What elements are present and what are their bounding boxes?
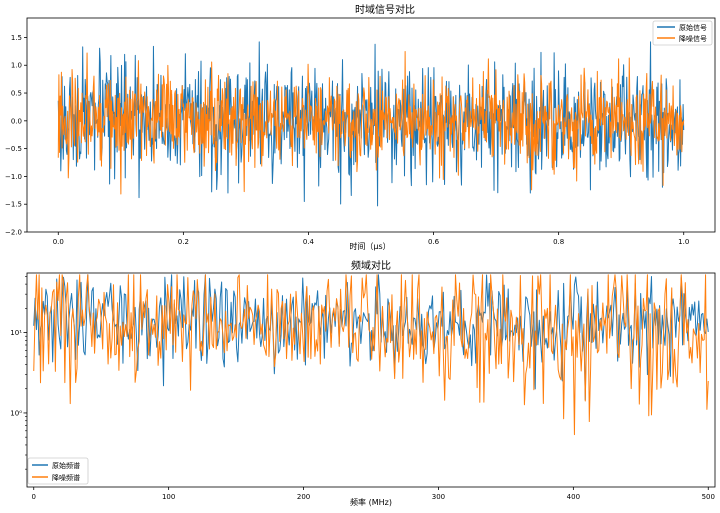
freq-x-tick-label: 500 bbox=[702, 493, 715, 501]
time-domain-chart: 时域信号对比 0.0 0.2 0.4 0.6 0.8 1.0 −2.0 −1.5 −1.0 −0.… bbox=[5, 3, 716, 251]
time-x-axis-label: 时间（μs） bbox=[349, 241, 390, 251]
freq-x-tick-label: 200 bbox=[297, 493, 310, 501]
freq-x-tick-label: 300 bbox=[432, 493, 445, 501]
time-x-tick-label: 0.8 bbox=[553, 238, 564, 246]
time-x-tick-label: 1.0 bbox=[678, 238, 689, 246]
time-y-tick-label: 1.0 bbox=[11, 62, 22, 70]
freq-y-tick-label: 10¹ bbox=[10, 329, 22, 337]
time-chart-title: 时域信号对比 bbox=[355, 3, 415, 16]
freq-y-tick-label: 10⁰ bbox=[10, 409, 22, 417]
time-plot-frame bbox=[26, 17, 716, 233]
time-series-denoised bbox=[57, 51, 685, 195]
time-axis-ticks: 0.0 0.2 0.4 0.6 0.8 1.0 −2.0 −1.5 −1.0 −0.5 0.0 0.5… bbox=[5, 34, 689, 246]
freq-series-denoised bbox=[33, 274, 709, 436]
time-x-tick-label: 0.2 bbox=[178, 238, 189, 246]
freq-legend-label-original: 原始频谱 bbox=[52, 461, 80, 470]
freq-x-axis-label: 频率 (MHz) bbox=[350, 497, 392, 507]
time-y-tick-label: 0.5 bbox=[11, 90, 22, 98]
time-y-tick-label: −1.0 bbox=[5, 173, 22, 181]
freq-x-tick-label: 0 bbox=[32, 493, 36, 501]
time-x-tick-label: 0.4 bbox=[303, 238, 315, 246]
freq-series-lines bbox=[33, 274, 709, 436]
time-y-tick-label: −1.5 bbox=[5, 201, 22, 209]
time-legend-label-denoised: 降噪信号 bbox=[679, 34, 707, 43]
freq-plot-frame bbox=[26, 272, 716, 488]
time-x-tick-label: 0.6 bbox=[428, 238, 440, 246]
freq-legend: 原始频谱 降噪频谱 bbox=[27, 457, 89, 485]
time-y-tick-label: 1.5 bbox=[11, 34, 22, 42]
time-y-tick-label: 0.0 bbox=[11, 117, 22, 125]
time-series-lines bbox=[57, 41, 685, 207]
freq-x-tick-label: 100 bbox=[162, 493, 175, 501]
frequency-domain-chart: 频域对比 0 100 200 300 400 500 10⁰ 10¹ 频率 (MHz) 原始频… bbox=[10, 259, 716, 507]
time-x-tick-label: 0.0 bbox=[53, 238, 64, 246]
time-y-tick-label: −2.0 bbox=[5, 229, 22, 237]
freq-chart-title: 频域对比 bbox=[351, 259, 391, 272]
time-legend: 原始信号 降噪信号 bbox=[652, 20, 713, 46]
time-legend-label-original: 原始信号 bbox=[679, 23, 707, 32]
time-y-tick-label: −0.5 bbox=[5, 145, 22, 153]
freq-axis-ticks: 0 100 200 300 400 500 10⁰ 10¹ bbox=[10, 276, 715, 501]
freq-x-tick-label: 400 bbox=[567, 493, 580, 501]
freq-legend-label-denoised: 降噪频谱 bbox=[52, 473, 80, 482]
